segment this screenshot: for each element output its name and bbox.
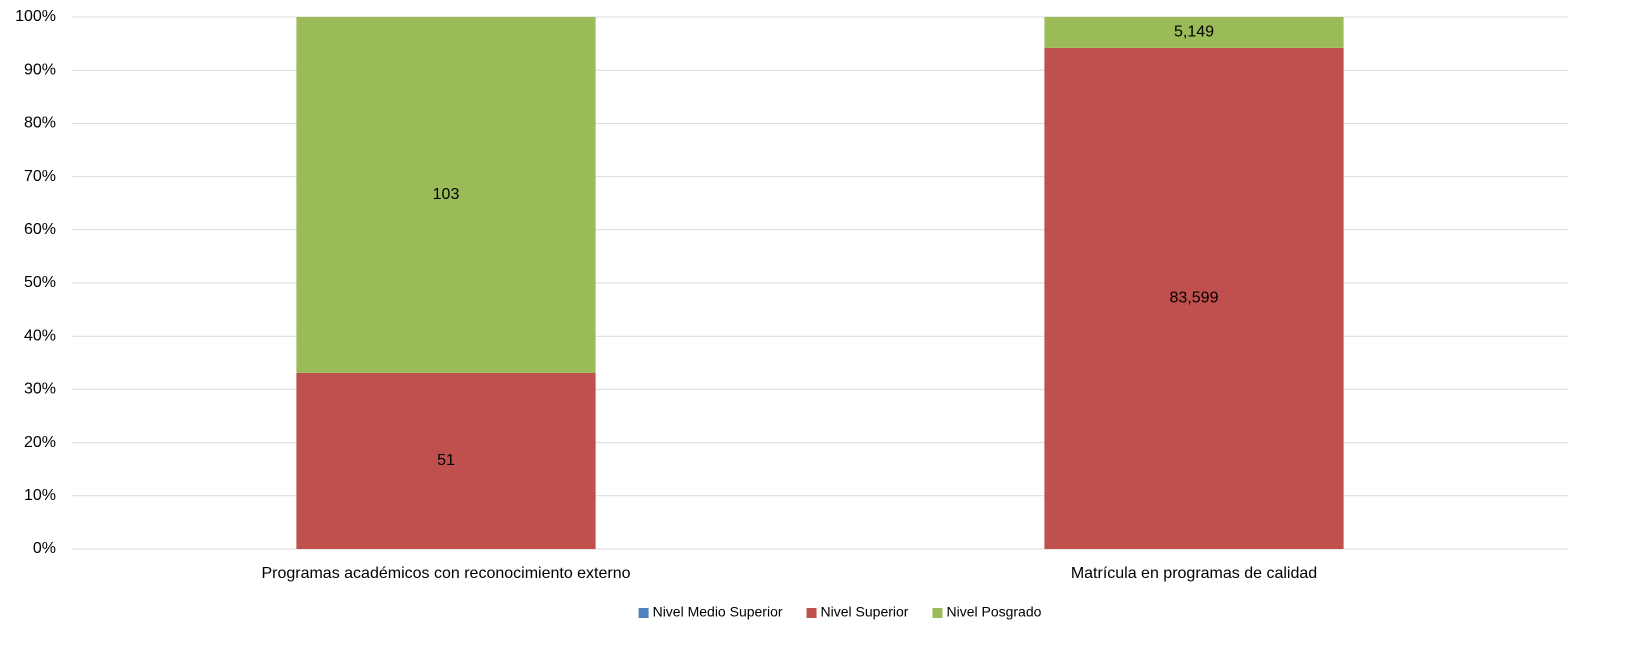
legend-swatch <box>932 608 943 618</box>
y-tick-label: 50% <box>24 274 56 291</box>
y-tick-label: 100% <box>15 8 56 25</box>
bar-segment <box>296 17 596 373</box>
data-label: 5,149 <box>1174 24 1214 41</box>
bar-segment <box>1044 47 1344 549</box>
legend-swatch <box>806 608 817 618</box>
legend-label: Nivel Medio Superior <box>653 604 783 620</box>
y-tick-label: 0% <box>33 540 56 557</box>
data-label: 83,599 <box>1170 290 1219 307</box>
y-tick-label: 30% <box>24 381 56 398</box>
y-tick-label: 70% <box>24 168 56 185</box>
data-label: 51 <box>437 452 455 469</box>
legend-swatch <box>638 608 649 618</box>
legend-label: Nivel Posgrado <box>946 604 1041 620</box>
y-tick-label: 90% <box>24 61 56 78</box>
data-label: 103 <box>433 186 460 203</box>
x-tick-label: Matrícula en programas de calidad <box>1071 565 1317 582</box>
y-tick-label: 60% <box>24 221 56 238</box>
y-tick-label: 40% <box>24 327 56 344</box>
legend-label: Nivel Superior <box>821 604 909 620</box>
y-tick-label: 80% <box>24 115 56 132</box>
x-tick-label: Programas académicos con reconocimiento … <box>261 565 630 582</box>
y-tick-label: 10% <box>24 487 56 504</box>
y-tick-label: 20% <box>24 434 56 451</box>
bar-segment <box>296 372 596 549</box>
bar-segment <box>1044 17 1344 48</box>
